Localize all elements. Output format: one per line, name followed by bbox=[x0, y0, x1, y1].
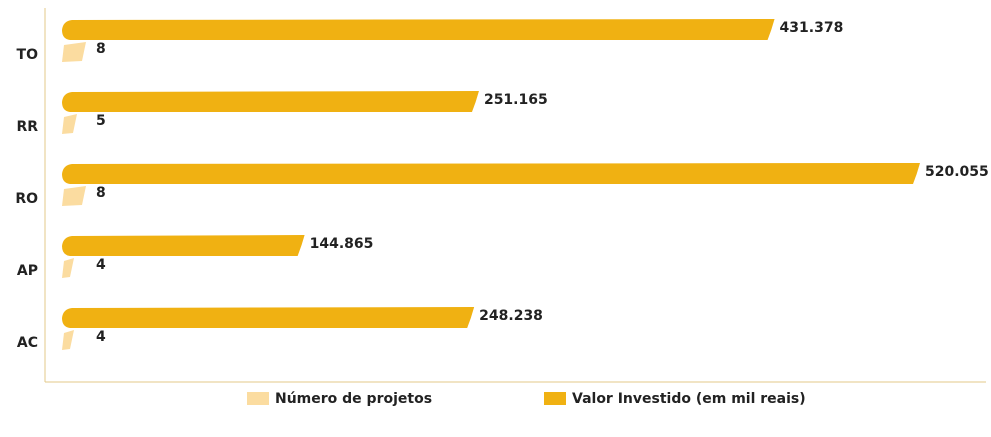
y-tick-label: AC bbox=[17, 335, 38, 351]
value-label: 8 bbox=[96, 185, 106, 201]
value-label: 251.165 bbox=[484, 92, 548, 108]
bar bbox=[62, 307, 475, 328]
legend-swatch bbox=[247, 392, 269, 405]
y-tick-label: AP bbox=[17, 263, 38, 279]
legend-swatch bbox=[544, 392, 566, 405]
bar bbox=[62, 235, 305, 256]
bar bbox=[62, 114, 77, 134]
bar bbox=[62, 42, 86, 62]
bar bbox=[62, 258, 74, 278]
bar bbox=[62, 91, 479, 112]
y-tick-label: TO bbox=[17, 47, 39, 63]
value-label: 8 bbox=[96, 41, 106, 57]
y-tick-label: RO bbox=[15, 191, 38, 207]
bar bbox=[62, 330, 74, 350]
bar bbox=[62, 186, 86, 206]
y-tick-label: RR bbox=[16, 119, 38, 135]
value-label: 520.055 bbox=[925, 164, 989, 180]
legend-label: Valor Investido (em mil reais) bbox=[572, 391, 806, 407]
legend-label: Número de projetos bbox=[275, 391, 432, 407]
bar bbox=[62, 19, 775, 40]
value-label: 4 bbox=[96, 257, 106, 273]
value-label: 144.865 bbox=[310, 236, 374, 252]
value-label: 248.238 bbox=[479, 308, 543, 324]
bar bbox=[62, 163, 920, 184]
value-label: 5 bbox=[96, 113, 106, 129]
value-label: 4 bbox=[96, 329, 106, 345]
value-label: 431.378 bbox=[780, 20, 844, 36]
